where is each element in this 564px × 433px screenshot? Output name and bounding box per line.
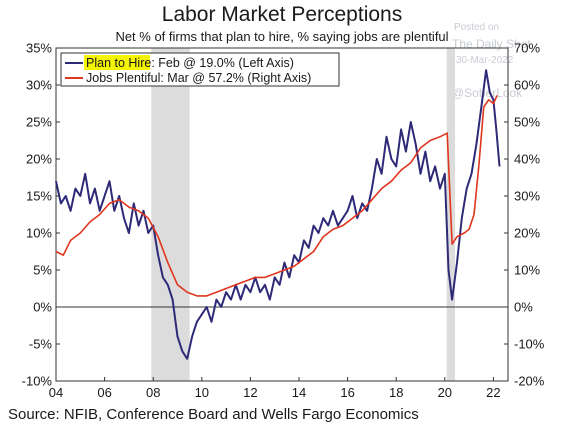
y-left-tick-label-4: 15% — [26, 189, 52, 204]
legend-highlight — [84, 55, 150, 70]
y-left-tick-label-5: 10% — [26, 226, 52, 241]
x-tick-label-5: 14 — [292, 385, 306, 400]
chart-subtitle: Net % of firms that plan to hire, % sayi… — [115, 29, 449, 44]
x-tick-label-1: 06 — [97, 385, 111, 400]
y-right-tick-label-6: 10% — [514, 263, 540, 278]
legend-label-plan-to-hire: Plan to Hire: Feb @ 19.0% (Left Axis) — [86, 56, 294, 70]
y-right-tick-label-5: 20% — [514, 226, 540, 241]
y-left-tick-label-3: 20% — [26, 152, 52, 167]
x-tick-label-8: 20 — [438, 385, 452, 400]
watermark-line-3: 30-Mar-2022 — [456, 55, 514, 66]
y-left-tick-label-7: 0% — [33, 300, 52, 315]
recession-band-0 — [151, 48, 190, 381]
jobs-plentiful-series-line — [55, 95, 498, 297]
x-tick-label-4: 12 — [243, 385, 257, 400]
y-right-tick-label-0: 70% — [514, 41, 540, 56]
y-right-tick-label-7: 0% — [514, 300, 533, 315]
y-right-tick-label-4: 30% — [514, 189, 540, 204]
y-right-tick-label-1: 60% — [514, 78, 540, 93]
y-left-tick-label-8: -5% — [29, 337, 53, 352]
x-tick-label-2: 08 — [146, 385, 160, 400]
plot-frame — [55, 47, 509, 382]
legend-label-jobs-plentiful: Jobs Plentiful: Mar @ 57.2% (Right Axis) — [86, 71, 311, 85]
y-right-tick-label-3: 40% — [514, 152, 540, 167]
x-tick-label-0: 04 — [49, 385, 63, 400]
chart-title: Labor Market Perceptions — [161, 3, 403, 26]
x-tick-label-9: 22 — [486, 385, 500, 400]
x-tick-label-7: 18 — [389, 385, 403, 400]
source-note: Source: NFIB, Conference Board and Wells… — [8, 406, 419, 423]
y-left-tick-label-9: -10% — [22, 374, 53, 389]
y-left-tick-label-1: 30% — [26, 78, 52, 93]
y-left-tick-label-6: 5% — [33, 263, 52, 278]
y-left-tick-label-2: 25% — [26, 115, 52, 130]
y-right-tick-label-2: 50% — [514, 115, 540, 130]
y-left-tick-label-0: 35% — [26, 41, 52, 56]
x-tick-label-6: 16 — [340, 385, 354, 400]
y-right-tick-label-9: -20% — [514, 374, 545, 389]
watermark-line-4: @SoberLook — [452, 86, 523, 100]
y-right-tick-label-8: -10% — [514, 337, 545, 352]
x-tick-label-3: 10 — [195, 385, 209, 400]
watermark-line-1: Posted on — [454, 22, 500, 33]
plan-to-hire-series-line — [55, 69, 501, 360]
